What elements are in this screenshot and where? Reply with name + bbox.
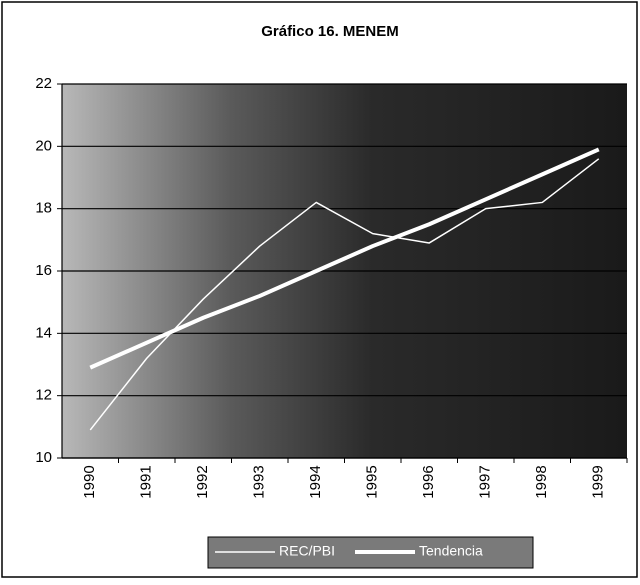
- x-tick-label: 1999: [590, 465, 607, 498]
- x-tick-label: 1991: [138, 465, 155, 498]
- legend-label: Tendencia: [419, 543, 483, 559]
- x-tick-label: 1997: [477, 465, 494, 498]
- y-tick-label: 14: [35, 324, 52, 341]
- x-tick-label: 1995: [364, 465, 381, 498]
- x-tick-label: 1993: [251, 465, 268, 498]
- y-tick-label: 16: [35, 262, 52, 279]
- x-tick-label: 1992: [194, 465, 211, 498]
- y-tick-label: 10: [35, 449, 52, 466]
- chart-title: Gráfico 16. MENEM: [261, 23, 399, 40]
- x-tick-label: 1998: [533, 465, 550, 498]
- y-tick-label: 20: [35, 137, 52, 154]
- x-tick-label: 1994: [307, 465, 324, 498]
- x-tick-label: 1996: [420, 465, 437, 498]
- y-tick-label: 18: [35, 200, 52, 217]
- legend-label: REC/PBI: [279, 543, 335, 559]
- x-tick-label: 1990: [81, 465, 98, 498]
- y-tick-label: 12: [35, 387, 52, 404]
- series-line: [89, 147, 600, 370]
- y-tick-label: 22: [35, 75, 52, 92]
